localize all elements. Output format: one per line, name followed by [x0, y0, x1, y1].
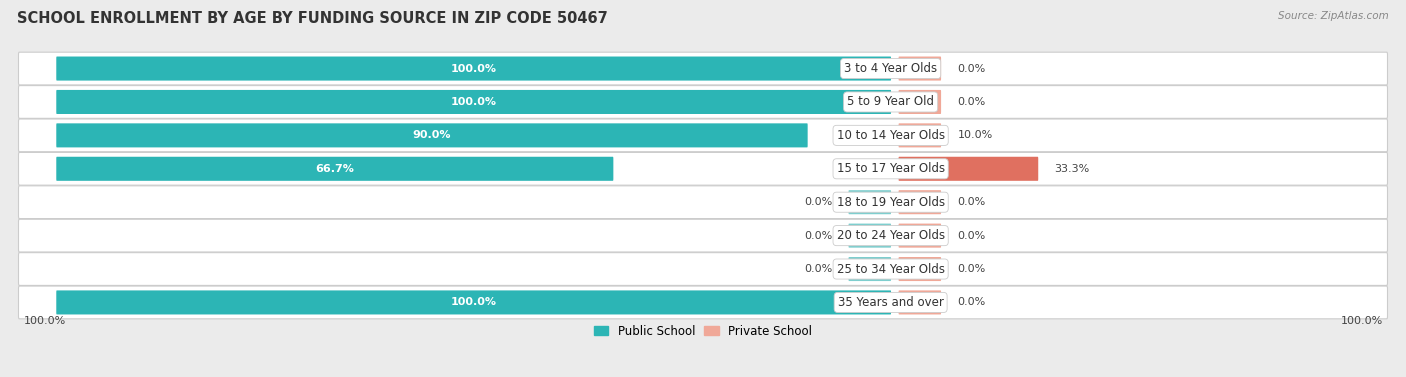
FancyBboxPatch shape	[56, 90, 891, 114]
FancyBboxPatch shape	[898, 190, 941, 214]
FancyBboxPatch shape	[18, 286, 1388, 319]
Text: 35 Years and over: 35 Years and over	[838, 296, 943, 309]
FancyBboxPatch shape	[898, 257, 941, 281]
FancyBboxPatch shape	[56, 290, 891, 314]
FancyBboxPatch shape	[849, 190, 891, 214]
FancyBboxPatch shape	[898, 90, 941, 114]
FancyBboxPatch shape	[18, 152, 1388, 185]
FancyBboxPatch shape	[56, 123, 807, 147]
FancyBboxPatch shape	[898, 224, 941, 248]
Text: 15 to 17 Year Olds: 15 to 17 Year Olds	[837, 162, 945, 175]
Text: SCHOOL ENROLLMENT BY AGE BY FUNDING SOURCE IN ZIP CODE 50467: SCHOOL ENROLLMENT BY AGE BY FUNDING SOUR…	[17, 11, 607, 26]
FancyBboxPatch shape	[849, 224, 891, 248]
Text: 5 to 9 Year Old: 5 to 9 Year Old	[848, 95, 934, 109]
Text: 0.0%: 0.0%	[957, 264, 986, 274]
Text: 10 to 14 Year Olds: 10 to 14 Year Olds	[837, 129, 945, 142]
FancyBboxPatch shape	[18, 119, 1388, 152]
Text: 0.0%: 0.0%	[957, 197, 986, 207]
FancyBboxPatch shape	[18, 253, 1388, 285]
FancyBboxPatch shape	[18, 86, 1388, 118]
Text: 0.0%: 0.0%	[804, 264, 832, 274]
FancyBboxPatch shape	[898, 123, 941, 147]
Text: 90.0%: 90.0%	[413, 130, 451, 140]
Text: 0.0%: 0.0%	[957, 231, 986, 241]
Text: 0.0%: 0.0%	[804, 197, 832, 207]
Text: 0.0%: 0.0%	[957, 97, 986, 107]
Text: 33.3%: 33.3%	[1054, 164, 1090, 174]
Legend: Public School, Private School: Public School, Private School	[589, 320, 817, 342]
Text: 25 to 34 Year Olds: 25 to 34 Year Olds	[837, 262, 945, 276]
Text: 100.0%: 100.0%	[451, 97, 496, 107]
Text: 0.0%: 0.0%	[957, 297, 986, 307]
Text: Source: ZipAtlas.com: Source: ZipAtlas.com	[1278, 11, 1389, 21]
Text: 100.0%: 100.0%	[451, 64, 496, 74]
FancyBboxPatch shape	[898, 290, 941, 314]
FancyBboxPatch shape	[56, 57, 891, 81]
FancyBboxPatch shape	[849, 257, 891, 281]
FancyBboxPatch shape	[18, 186, 1388, 219]
FancyBboxPatch shape	[898, 57, 941, 81]
Text: 20 to 24 Year Olds: 20 to 24 Year Olds	[837, 229, 945, 242]
FancyBboxPatch shape	[18, 219, 1388, 252]
FancyBboxPatch shape	[898, 157, 1038, 181]
Text: 18 to 19 Year Olds: 18 to 19 Year Olds	[837, 196, 945, 209]
FancyBboxPatch shape	[18, 52, 1388, 85]
Text: 66.7%: 66.7%	[315, 164, 354, 174]
Text: 100.0%: 100.0%	[451, 297, 496, 307]
Text: 100.0%: 100.0%	[24, 317, 66, 326]
FancyBboxPatch shape	[56, 157, 613, 181]
Text: 100.0%: 100.0%	[1340, 317, 1382, 326]
Text: 10.0%: 10.0%	[957, 130, 993, 140]
Text: 3 to 4 Year Olds: 3 to 4 Year Olds	[844, 62, 938, 75]
Text: 0.0%: 0.0%	[804, 231, 832, 241]
Text: 0.0%: 0.0%	[957, 64, 986, 74]
